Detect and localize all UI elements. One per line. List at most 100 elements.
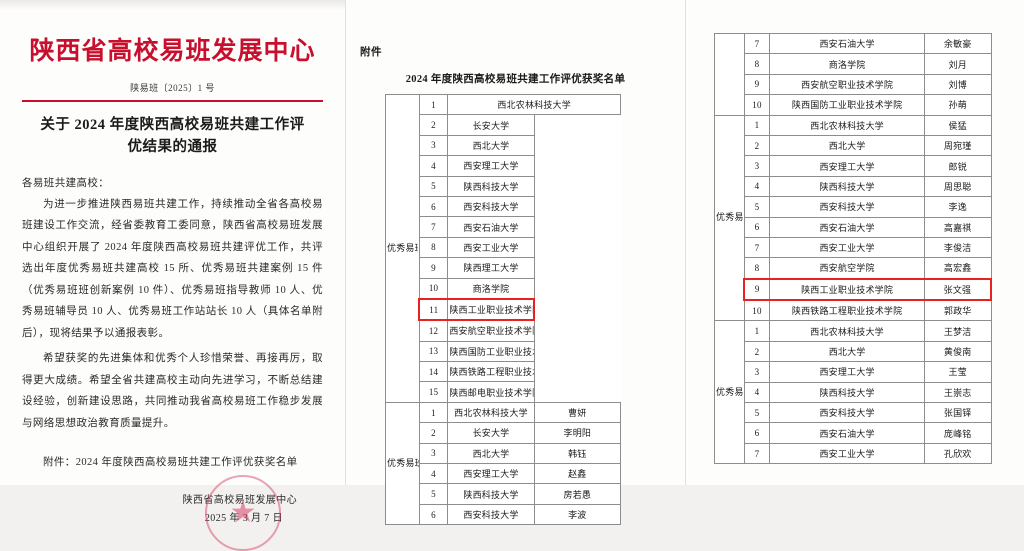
table-row: 3 西北大学 韩钰 — [386, 442, 622, 465]
organization-cell: 西北大学 — [769, 340, 925, 363]
table-row: 6 西安石油大学 高嘉祺 — [715, 216, 992, 238]
row-index-cell: 6 — [743, 422, 771, 444]
attachment-reference: 附件：2024 年度陕西高校易班共建工作评优获奖名单 — [43, 457, 298, 469]
organization-cell: 西北大学 — [769, 134, 925, 157]
awards-table-body-2: 7 西安石油大学 余敏豪 8 商洛学院 刘月 9 西安航空职业技术学院 刘博 10 陕西国防工业职业… — [714, 32, 992, 465]
person-name-cell: 赵鑫 — [533, 463, 622, 485]
table-row: 8 西安工业大学 — [386, 236, 621, 259]
document-title: 关于 2024 年度陕西高校易班共建工作评优结果的通报 — [40, 116, 305, 156]
organization-cell: 陕西铁路工程职业技术学院 — [447, 361, 535, 383]
organization-cell: 西安工业大学 — [769, 442, 925, 465]
table-row: 4 西安理工大学 赵鑫 — [386, 463, 622, 485]
organization-cell: 陕西科技大学 — [769, 175, 925, 198]
table-row: 10 陕西国防工业职业技术学院 孙萌 — [715, 94, 992, 116]
row-index-cell: 9 — [743, 73, 771, 96]
organization-cell: 商洛学院 — [447, 277, 535, 300]
salutation: 各易班共建高校： — [22, 177, 110, 189]
row-index-cell: 10 — [418, 277, 449, 300]
table-row: 2 长安大学 — [386, 114, 621, 136]
organization-cell: 陕西国防工业职业技术学院 — [447, 340, 535, 363]
organization-cell: 西安理工大学 — [447, 155, 535, 177]
person-name-cell: 孙萌 — [923, 94, 992, 116]
row-index-cell: 8 — [743, 257, 771, 280]
row-index-cell: 15 — [418, 381, 449, 403]
document-number: 陕易班〔2025〕1 号 — [130, 82, 215, 93]
award-list-title: 2024 年度陕西高校易班共建工作评优获奖名单 — [405, 74, 626, 85]
person-name-cell: 庞峰铭 — [923, 422, 992, 444]
table-row: 13陕西国防工业职业技术学院 — [386, 340, 621, 363]
organization-cell: 西北农林科技大学 — [447, 93, 621, 116]
row-index-cell: 4 — [418, 463, 449, 485]
person-name-cell: 周思聪 — [923, 175, 992, 198]
attachment-page-1: 附件 2024 年度陕西高校易班共建工作评优获奖名单 优秀易班共建高校1西北农林… — [346, 0, 686, 526]
person-name-cell: 周宛瑾 — [923, 134, 992, 157]
organization-cell: 西安理工大学 — [447, 463, 535, 485]
table-row: 14陕西铁路工程职业技术学院 — [386, 361, 621, 383]
organization-cell: 陕西工业职业技术学院 — [769, 277, 925, 302]
table-row: 优秀易班指导教师1西北农林科技大学曹妍 — [385, 401, 622, 526]
row-index-cell: 10 — [743, 94, 771, 116]
person-name-cell: 孔欣欢 — [923, 442, 992, 465]
person-name-cell: 李明阳 — [533, 422, 622, 444]
organization-cell: 西安科技大学 — [769, 196, 925, 218]
organization-cell: 西安科技大学 — [447, 503, 535, 526]
organization-cell: 西北农林科技大学 — [447, 401, 535, 424]
organization-cell: 西北大学 — [447, 134, 535, 157]
table-row: 4 陕西科技大学 周思聪 — [715, 175, 992, 198]
organization-cell: 陕西铁路工程职业技术学院 — [769, 299, 925, 322]
table-row: 3 西安理工大学 王莹 — [715, 361, 992, 383]
table-row: 7 西安石油大学 — [386, 216, 621, 238]
page-top-margin — [686, 0, 1024, 33]
issuing-organization-header: 陕西省高校易班发展中心 — [29, 38, 316, 65]
row-index-cell: 1 — [418, 93, 449, 116]
row-index-cell: 7 — [743, 32, 771, 55]
table-row: 6 西安科技大学 李波 — [386, 503, 622, 526]
table-row: 4 西安理工大学 — [386, 155, 621, 177]
row-index-cell: 4 — [743, 175, 771, 198]
table-row: 9 西安航空职业技术学院 刘博 — [715, 73, 992, 96]
category-cell: 优秀易班指导教师 — [385, 401, 420, 526]
row-index-cell: 7 — [418, 216, 449, 238]
table-row: 优秀易班共建高校1西北农林科技大学 — [385, 93, 621, 403]
person-name-cell: 房若愚 — [533, 483, 622, 505]
row-index-cell: 2 — [418, 422, 449, 444]
organization-cell: 长安大学 — [447, 114, 535, 136]
body-paragraph-1: 为进一步推进陕西易班共建工作，持续推动全省各高校易班建设工作交流，经省委教育工委… — [22, 198, 323, 339]
table-row: 2 长安大学 李明阳 — [386, 422, 622, 444]
table-row: 10 商洛学院 — [386, 277, 621, 300]
person-name-cell: 张国铎 — [923, 402, 992, 424]
person-name-cell: 郭政华 — [923, 299, 992, 322]
organization-cell: 陕西邮电职业技术学院 — [447, 381, 535, 403]
table-row: 优秀易班辅导员1西北农林科技大学侯猛 — [714, 114, 992, 322]
person-name-cell: 侯猛 — [923, 114, 992, 136]
table-row: 5 陕西科技大学 房若愚 — [386, 483, 622, 505]
person-name-cell: 曹妍 — [533, 401, 622, 424]
person-name-cell: 余敏豪 — [923, 32, 992, 55]
person-name-cell: 郎锐 — [923, 155, 992, 177]
organization-cell: 西安理工大学 — [769, 155, 925, 177]
row-index-cell: 8 — [743, 53, 771, 75]
table-row: 10 陕西铁路工程职业技术学院 郭政华 — [715, 299, 992, 322]
row-index-cell: 5 — [743, 402, 771, 424]
table-row: 6 西安石油大学 庞峰铭 — [715, 422, 992, 444]
row-index-cell: 7 — [743, 236, 771, 259]
organization-cell: 陕西科技大学 — [447, 483, 535, 505]
organization-cell: 西安理工大学 — [769, 361, 925, 383]
signature-block: ★ 陕西省高校易班发展中心 2025 年 3 月 7 日 — [22, 475, 323, 551]
table-row: 12 西安航空职业技术学院 — [386, 319, 621, 342]
category-cell: 优秀易班辅导员 — [714, 114, 745, 322]
row-index-cell: 14 — [418, 361, 449, 383]
row-index-cell: 8 — [418, 236, 449, 259]
person-name-cell: 张文强 — [923, 277, 992, 302]
signature-date: 2025 年 3 月 7 日 — [204, 513, 283, 525]
table-row: 3 西北大学 — [386, 134, 621, 157]
table-row: 7 西安工业大学 孔欣欢 — [715, 442, 992, 465]
person-name-cell: 王梦洁 — [923, 320, 992, 342]
organization-cell: 商洛学院 — [769, 53, 925, 75]
person-name-cell: 王崇志 — [923, 381, 992, 404]
table-row: 9 陕西理工大学 — [386, 257, 621, 279]
organization-cell: 西安工业大学 — [447, 236, 535, 259]
organization-cell: 陕西工业职业技术学院 — [447, 297, 536, 322]
attachment-label: 附件 — [360, 47, 382, 58]
category-cell-continuation — [714, 33, 745, 116]
